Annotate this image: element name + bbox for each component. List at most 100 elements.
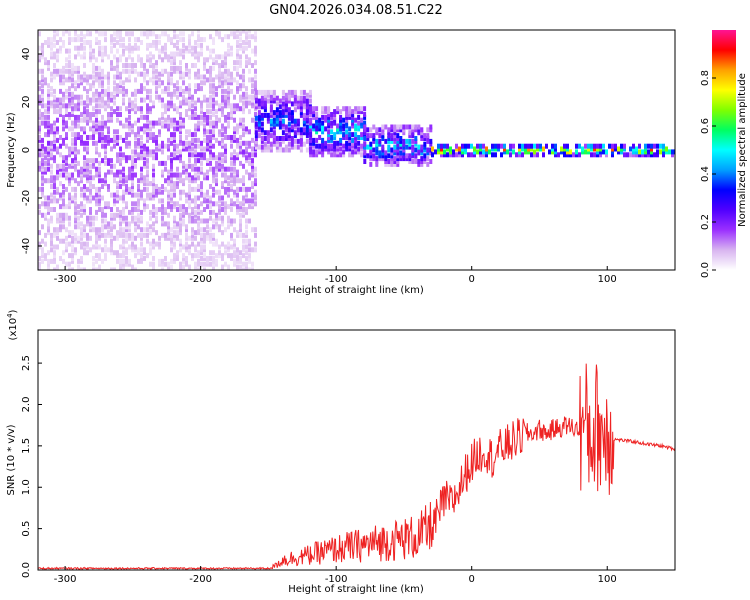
spectrogram-cell (50, 152, 53, 158)
spectrogram-cell (98, 232, 101, 238)
spectrogram-cell (635, 152, 638, 158)
spectrogram-cell (86, 88, 89, 94)
spectrogram-cell (128, 100, 131, 106)
spectrogram-cell (47, 42, 50, 48)
spectrogram-cell (143, 152, 146, 158)
spectrogram-cell (128, 103, 131, 109)
spectrogram-cell (98, 256, 101, 261)
spectrogram-cell (62, 140, 65, 146)
spectrogram-cell (348, 143, 352, 149)
spectrogram-cell (203, 114, 206, 120)
spectrogram-cell (173, 68, 176, 74)
spectrogram-cell (363, 159, 367, 164)
spectrogram-cell (62, 184, 65, 189)
spectrogram-cell (296, 101, 300, 107)
spectrogram-cell (167, 54, 170, 60)
spectrogram-cell (143, 77, 146, 83)
spectrogram-cell (218, 250, 221, 256)
spectrogram-cell (254, 45, 257, 51)
spectrogram-cell (56, 189, 59, 195)
spectrogram-cell (77, 103, 80, 109)
spectrogram-cell (158, 117, 161, 123)
spectrogram-cell (53, 63, 56, 68)
spectrogram-cell (134, 158, 137, 164)
spectrogram-cell (360, 109, 364, 115)
spectrogram-cell (170, 264, 173, 270)
spectrogram-cell (119, 160, 122, 166)
spectrogram-cell (455, 152, 458, 158)
spectrogram-cell (164, 42, 167, 48)
spectrogram-cell (74, 178, 77, 184)
spectrogram-cell (107, 86, 110, 92)
spectrogram-cell (62, 238, 65, 244)
spectrogram-cell (197, 86, 200, 92)
spectrogram-cell (345, 109, 349, 115)
spectrogram-cell (122, 261, 125, 267)
spectrogram-cell (203, 146, 206, 152)
spectrogram-cell (309, 135, 313, 140)
spectrogram-cell (188, 103, 191, 109)
spectrogram-cell (230, 160, 233, 166)
spectrogram-cell (287, 133, 291, 139)
spectrogram-cell (254, 172, 257, 178)
spectrogram-cell (167, 106, 170, 112)
spectrogram-cell (158, 40, 161, 45)
spectrogram-cell (354, 117, 358, 123)
spectrogram-cell (185, 169, 188, 175)
spectrogram-cell (381, 153, 385, 159)
spectrogram-cell (200, 247, 203, 253)
spectrogram-cell (128, 42, 131, 48)
spectrogram-cell (74, 31, 77, 37)
spectrogram-cell (209, 34, 212, 40)
spectrogram-cell (284, 133, 288, 139)
spectrogram-cell (161, 160, 164, 166)
spectrogram-cell (173, 244, 176, 250)
spectrogram-cell (233, 169, 236, 175)
spectrogram-cell (98, 227, 101, 233)
spectrogram-cell (98, 65, 101, 71)
spectrogram-cell (212, 178, 215, 184)
spectrogram-cell (179, 65, 182, 71)
spectrogram-cell (74, 209, 77, 215)
spectrogram-cell (95, 215, 98, 221)
spectrogram-cell (140, 135, 143, 140)
spectrogram-cell (161, 88, 164, 94)
spectrogram-cell (134, 68, 137, 74)
spectrogram-cell (74, 218, 77, 224)
spectrogram-cell (71, 158, 74, 164)
spectrogram-cell (74, 80, 77, 86)
spectrogram-cell (245, 155, 248, 161)
spectrogram-cell (92, 135, 95, 140)
spectrogram-cell (227, 186, 230, 192)
spectrogram-cell (53, 250, 56, 256)
spectrogram-cell (38, 80, 41, 86)
spectrogram-cell (116, 152, 119, 158)
spectrogram-cell (179, 212, 182, 218)
spectrogram-cell (119, 120, 122, 126)
spectrogram-cell (128, 169, 131, 175)
spectrogram-cell (122, 178, 125, 184)
spectrogram-cell (272, 130, 276, 136)
spectrogram-cell (420, 161, 424, 167)
spectrogram-cell (56, 146, 59, 152)
spectrogram-cell (41, 77, 44, 83)
spectrogram-cell (74, 232, 77, 238)
spectrogram-cell (170, 241, 173, 247)
spectrogram-cell (293, 144, 297, 150)
spectrogram-cell (266, 133, 270, 139)
spectrogram-cell (53, 71, 56, 77)
spectrogram-cell (290, 110, 294, 116)
spectrogram-cell (65, 57, 68, 63)
spectrogram-cell (104, 137, 107, 143)
spectrogram-cell (521, 146, 524, 152)
spectrogram-cell (152, 189, 155, 195)
spectrogram-cell (360, 120, 364, 126)
spectrogram-cell (59, 45, 62, 51)
spectrogram-cell (83, 71, 86, 77)
spectrogram-cell (360, 152, 364, 158)
spectrogram-cell (363, 106, 367, 112)
spectrogram-cell (56, 175, 59, 181)
spectrogram-cell (200, 192, 203, 198)
spectrogram-cell (260, 112, 264, 118)
spectrogram-cell (284, 147, 288, 153)
